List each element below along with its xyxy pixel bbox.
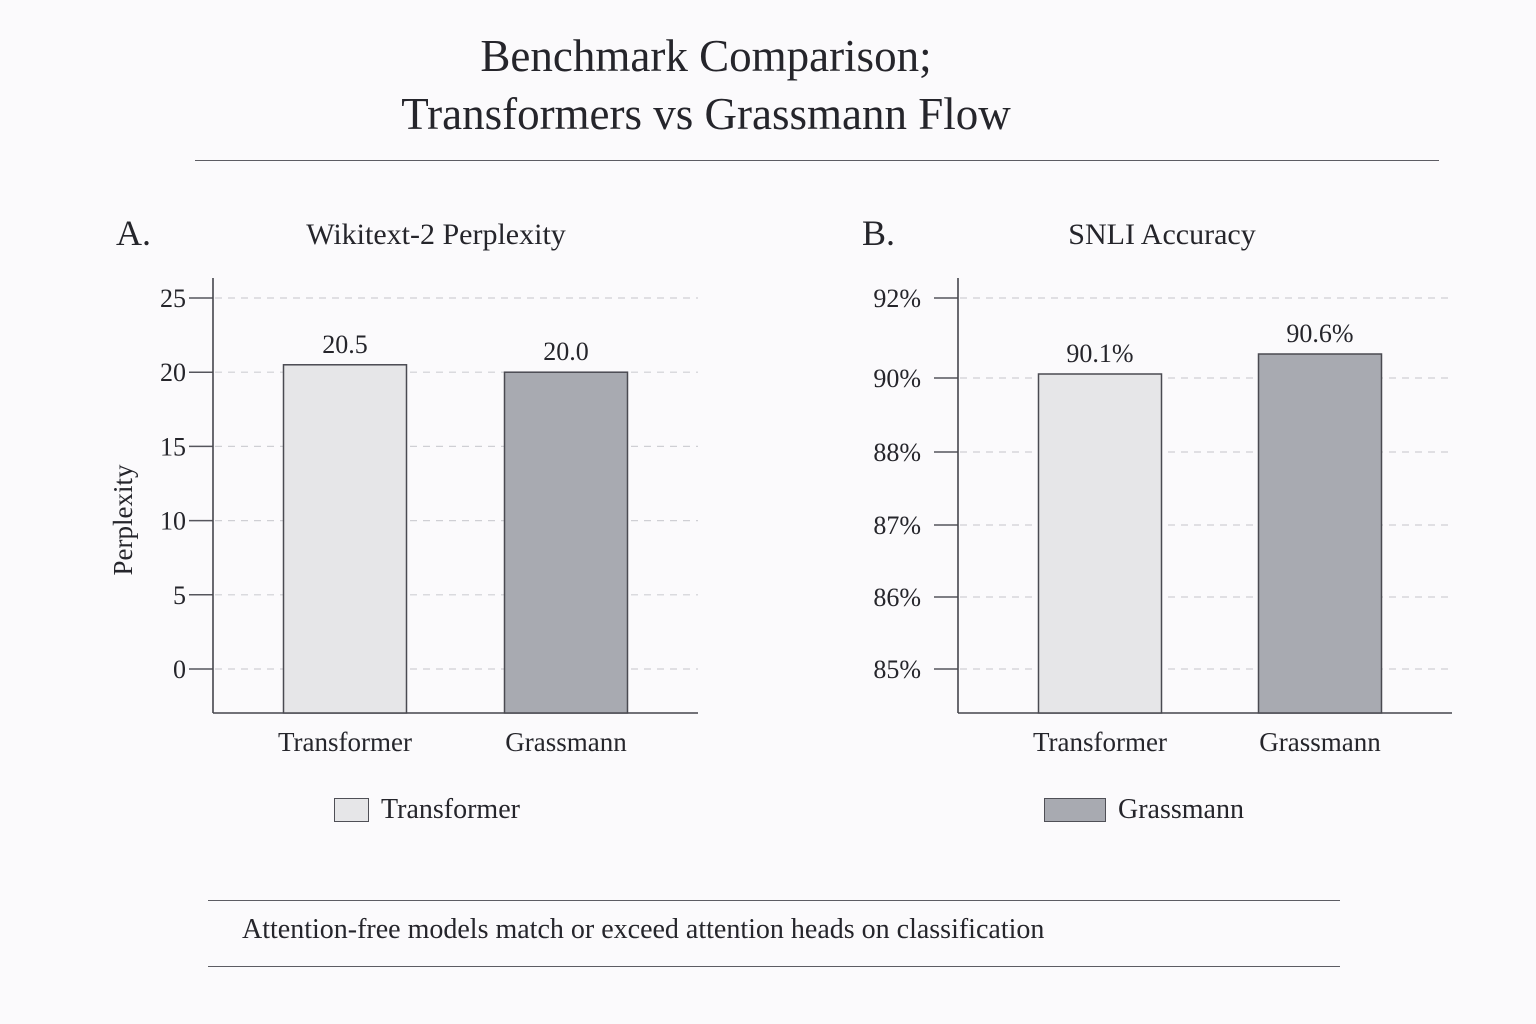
legend-a-label: Transformer <box>381 794 520 825</box>
panel-b-letter: B. <box>862 213 896 253</box>
panel-a-ytick-label: 10 <box>160 507 186 536</box>
panel-b-data-label: 90.6% <box>1286 319 1353 348</box>
panel-b-category-label: Transformer <box>1033 727 1167 757</box>
panel-a-category-label: Grassmann <box>505 727 627 757</box>
panel-b-category-label: Grassmann <box>1259 727 1381 757</box>
panel-b-ytick-label: 92% <box>873 284 921 313</box>
panel-b-bar-grassmann <box>1257 353 1383 714</box>
footer-note: Attention-free models match or exceed at… <box>242 914 1045 945</box>
panel-b-data-label: 90.1% <box>1066 339 1133 368</box>
panel-a-ytick-label: 25 <box>160 284 186 313</box>
panel-a-letter: A. <box>116 213 151 253</box>
legend-b-swatch <box>1044 798 1106 822</box>
panel-b-ytick-label: 86% <box>873 583 921 612</box>
panel-b-ytick-label: 87% <box>873 511 921 540</box>
title-divider <box>195 160 1439 161</box>
panel-a-bar-grassmann <box>503 371 629 714</box>
panel-a-ytick-label: 15 <box>160 432 186 461</box>
panel-a-data-label: 20.5 <box>322 330 368 359</box>
figure-title-line-1: Benchmark Comparison; <box>480 31 932 81</box>
footer-bottom-rule <box>208 966 1340 967</box>
panel-b-title: SNLI Accuracy <box>1068 218 1256 251</box>
footer-top-rule <box>208 900 1340 901</box>
panel-b-ytick-label: 90% <box>873 364 921 393</box>
legend-a-swatch <box>334 798 369 822</box>
panel-a-ylabel: Perplexity <box>108 464 138 575</box>
panel-a-ytick-label: 5 <box>173 581 186 610</box>
panel-a-data-label: 20.0 <box>543 337 589 366</box>
panel-a-category-label: Transformer <box>278 727 412 757</box>
panel-a-bar-transformer <box>282 364 408 714</box>
panel-a-ytick-label: 20 <box>160 358 186 387</box>
panel-a-title: Wikitext-2 Perplexity <box>306 218 566 251</box>
panel-b-ytick-label: 85% <box>873 655 921 684</box>
panel-a-ytick-label: 0 <box>173 655 186 684</box>
legend-b: Grassmann <box>1044 794 1244 826</box>
figure-title-line-2: Transformers vs Grassmann Flow <box>401 89 1011 139</box>
panel-b-bar-transformer <box>1037 373 1163 714</box>
legend-b-label: Grassmann <box>1118 794 1244 825</box>
panel-b-ytick-label: 88% <box>873 438 921 467</box>
legend-a: Transformer <box>334 794 520 826</box>
